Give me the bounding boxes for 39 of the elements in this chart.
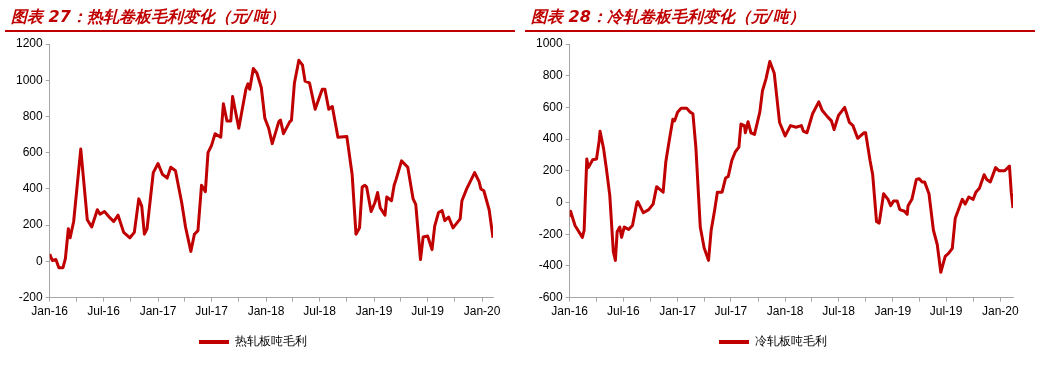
x-tick-label: Jul-17	[195, 304, 229, 319]
x-tick-label: Jul-18	[822, 304, 856, 319]
chart-title: 图表 28：冷轧卷板毛利变化（元/吨）	[525, 4, 1035, 32]
y-tick-label: 800	[22, 108, 44, 123]
x-tick-label: Jan-17	[139, 304, 177, 319]
x-tick-label: Jan-17	[659, 304, 697, 319]
y-tick-label: 1000	[15, 72, 44, 87]
y-tick-label: 0	[556, 194, 564, 209]
x-tick-label: Jan-16	[31, 304, 69, 319]
y-tick-label: 400	[542, 131, 564, 146]
legend-label: 热轧板吨毛利	[235, 334, 307, 349]
x-tick-label: Jul-17	[714, 304, 748, 319]
x-tick-label: Jan-19	[355, 304, 393, 319]
y-tick-label: 400	[22, 181, 44, 196]
y-tick-label: 0	[36, 253, 44, 268]
x-tick-label: Jul-16	[87, 304, 121, 319]
y-tick-label: 600	[542, 99, 564, 114]
x-tick-label: Jul-19	[929, 304, 963, 319]
y-tick-label: 1200	[15, 36, 44, 51]
y-tick-label: 200	[22, 217, 44, 232]
y-tick-label: 600	[22, 145, 44, 159]
x-tick-label: Jan-20	[981, 304, 1019, 319]
x-tick-label: Jul-18	[303, 304, 337, 319]
x-tick-label: Jul-19	[411, 304, 445, 319]
x-tick-label: Jan-18	[766, 304, 804, 319]
legend-label: 冷轧板吨毛利	[755, 334, 827, 349]
y-tick-label: -200	[18, 289, 44, 304]
x-tick-label: Jan-18	[247, 304, 285, 319]
y-tick-label: 800	[542, 68, 564, 83]
y-tick-label: -200	[538, 226, 564, 241]
chart-title: 图表 27：热轧卷板毛利变化（元/吨）	[5, 4, 515, 32]
x-tick-label: Jan-19	[874, 304, 912, 319]
y-tick-label: 1000	[535, 36, 564, 51]
y-tick-label: -400	[538, 258, 564, 273]
x-tick-label: Jan-20	[463, 304, 501, 319]
y-tick-label: 200	[542, 163, 564, 178]
y-tick-label: -600	[538, 289, 564, 304]
x-tick-label: Jul-16	[607, 304, 641, 319]
x-tick-label: Jan-16	[551, 304, 589, 319]
